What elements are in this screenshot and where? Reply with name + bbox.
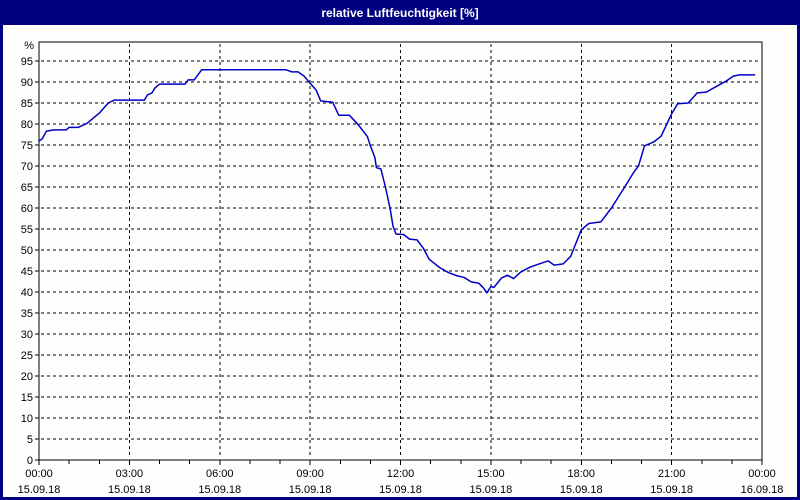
y-tick-label: 10 — [21, 413, 33, 425]
y-tick-label: 60 — [21, 203, 33, 215]
x-tick-date-label: 15.09.18 — [198, 484, 241, 496]
window-title: relative Luftfeuchtigkeit [%] — [321, 5, 479, 20]
y-tick-label: 25 — [21, 350, 33, 362]
x-tick-time-label: 18:00 — [567, 468, 595, 480]
y-tick-label: 70 — [21, 161, 33, 173]
y-tick-label: 20 — [21, 371, 33, 383]
plot-border — [38, 41, 763, 461]
x-tick-date-label: 15.09.18 — [108, 484, 151, 496]
y-tick-label: 80 — [21, 119, 33, 131]
y-tick-label: 30 — [21, 329, 33, 341]
y-tick-label: 50 — [21, 245, 33, 257]
x-tick-date-label: 15.09.18 — [469, 484, 512, 496]
x-tick-date-label: 16.09.18 — [741, 484, 784, 496]
y-tick-label: 15 — [21, 392, 33, 404]
percent-unit-label: % — [24, 40, 34, 52]
y-tick-label: 40 — [21, 287, 33, 299]
x-tick-time-label: 03:00 — [116, 468, 144, 480]
x-tick-time-label: 06:00 — [206, 468, 234, 480]
x-tick-date-label: 15.09.18 — [289, 484, 332, 496]
y-tick-label: 75 — [21, 140, 33, 152]
y-tick-label: 95 — [21, 56, 33, 68]
x-tick-date-label: 15.09.18 — [18, 484, 61, 496]
x-tick-date-label: 15.09.18 — [560, 484, 603, 496]
x-tick-time-label: 09:00 — [296, 468, 324, 480]
humidity-series-line — [38, 69, 756, 294]
y-tick-label: 0 — [27, 455, 33, 467]
x-tick-time-label: 00:00 — [25, 468, 53, 480]
y-tick-label: 85 — [21, 98, 33, 110]
x-tick-time-label: 21:00 — [658, 468, 686, 480]
x-tick-time-label: 00:00 — [748, 468, 776, 480]
x-tick-date-label: 15.09.18 — [379, 484, 422, 496]
y-tick-label: 45 — [21, 266, 33, 278]
y-tick-label: 90 — [21, 77, 33, 89]
x-tick-date-label: 15.09.18 — [650, 484, 693, 496]
x-tick-time-label: 15:00 — [477, 468, 505, 480]
window-titlebar: relative Luftfeuchtigkeit [%] — [0, 0, 800, 25]
y-tick-label: 35 — [21, 308, 33, 320]
y-tick-label: 5 — [27, 434, 33, 446]
y-tick-label: 55 — [21, 224, 33, 236]
y-tick-label: 65 — [21, 182, 33, 194]
x-tick-time-label: 12:00 — [387, 468, 415, 480]
